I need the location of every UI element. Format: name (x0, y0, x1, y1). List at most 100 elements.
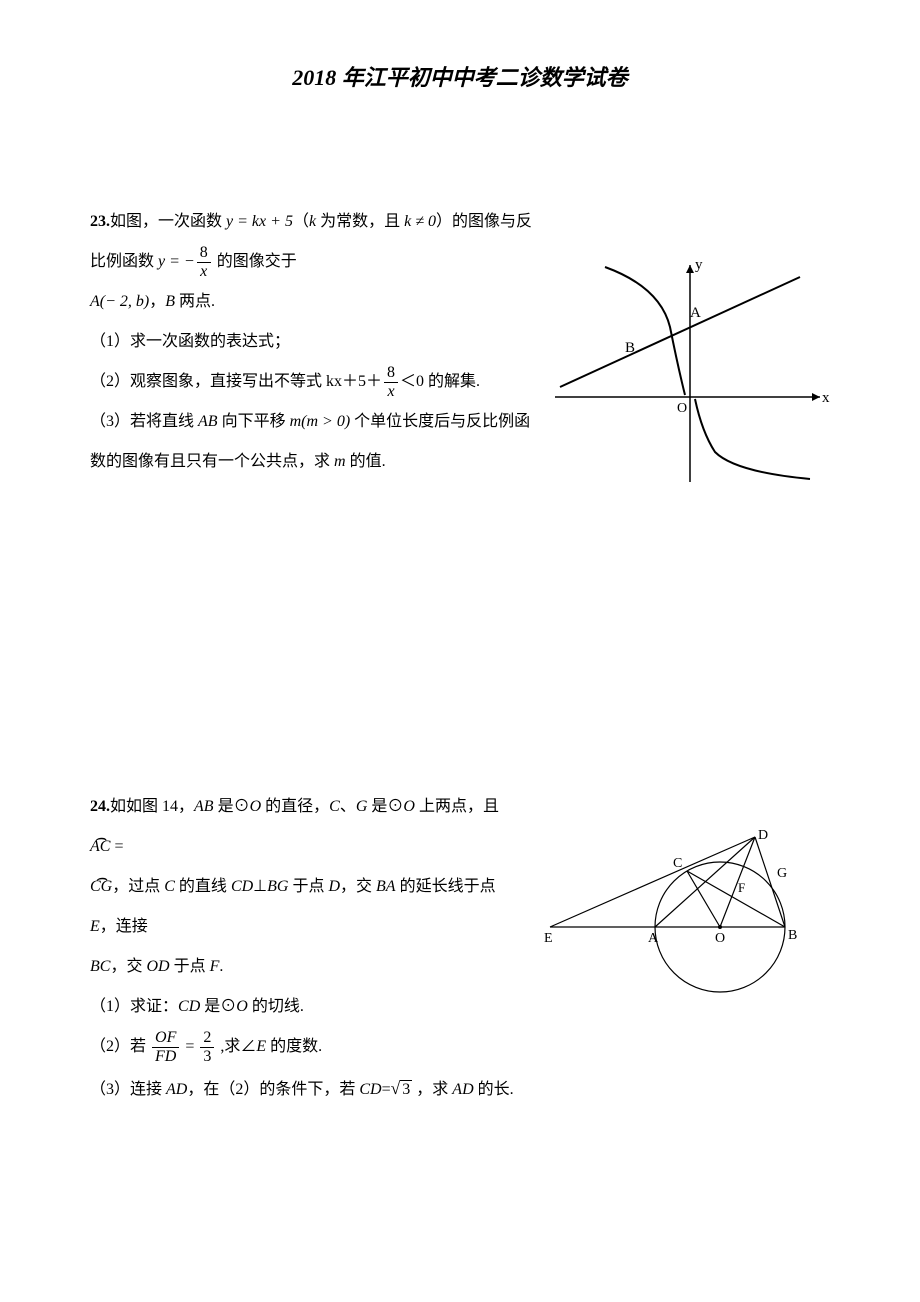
p24-C2: C (164, 878, 175, 895)
p24-q3: （3）连接 AD，在（2）的条件下，若 CD=3 ，求 AD 的长. (90, 1067, 515, 1111)
p24-q3-AD: AD (166, 1081, 187, 1098)
p24-q2: （2）若 OFFD = 23 ,求∠E 的度数. (90, 1027, 515, 1067)
p24-lbl-C: C (673, 856, 682, 871)
p24-t10: 的延长线于点 (396, 878, 496, 895)
p23-points: A(− 2, b)，B 两点. (90, 282, 540, 322)
p23-q3a: （3）若将直线 AB 向下平移 m(m > 0) 个单位长度后与反比例函 (90, 402, 540, 442)
p24-dot1: 、 (340, 798, 356, 815)
p24-graph: E A O B C D G F (530, 827, 830, 997)
p23-q2-num: 8 (384, 364, 398, 383)
p24-OD: OD (146, 958, 169, 975)
p23-t6: 两点. (175, 293, 215, 310)
p24-D: D (328, 878, 340, 895)
problem-23: 23.如图，一次函数 y = kx + 5（k 为常数，且 k ≠ 0）的图像与… (90, 202, 830, 487)
p24-O1: O (250, 798, 262, 815)
p23-eq2-eq: = − (165, 253, 195, 270)
p23-t3: 为常数，且 (316, 213, 404, 230)
p24-q2-1: （2）若 (90, 1038, 150, 1055)
p24-E: E (90, 918, 100, 935)
p23-Acoord: (− 2, b) (100, 293, 149, 310)
page-title: 2018 年江平初中中考二诊数学试卷 (90, 60, 830, 92)
p23-q2-2: ＜0 的解集. (400, 373, 480, 390)
p23-q2-1: （2）观察图象，直接写出不等式 kx＋5＋ (90, 373, 382, 390)
p24-q2-2t: ,求∠ (216, 1038, 256, 1055)
p23-t1: 如图，一次函数 (110, 213, 226, 230)
p23-B: B (165, 293, 175, 310)
p24-lbl-G: G (777, 866, 787, 881)
p24-line3: BC，交 OD 于点 F. (90, 947, 515, 987)
p23-neq0: ≠ 0 (411, 213, 436, 230)
p23-kvar: k (309, 213, 316, 230)
p24-t12: ，交 (110, 958, 146, 975)
p24-q3-1: （3）连接 (90, 1081, 166, 1098)
p24-t5: 上两点，且 (415, 798, 499, 815)
p24-t3: 的直径， (261, 798, 329, 815)
p23-q3-2: 向下平移 (218, 413, 290, 430)
p24-q3-3: ，求 (412, 1081, 452, 1098)
p23-q3-4: 数的图像有且只有一个公共点，求 (90, 453, 334, 470)
p24-lbl-D: D (758, 828, 768, 843)
p24-t2: 是⊙ (214, 798, 250, 815)
p23-q3-5: 的值. (346, 453, 386, 470)
p24-q3-4: 的长. (474, 1081, 514, 1098)
p24-BC: BC (90, 958, 110, 975)
p24-q1-CD: CD (178, 998, 200, 1015)
p24-lbl-A: A (648, 931, 659, 946)
p24-q1: （1）求证：CD 是⊙O 的切线. (90, 987, 515, 1027)
p23-q3-gt0: > 0) (318, 413, 350, 430)
p24-F: F (210, 958, 220, 975)
p23-frac1: 8x (197, 244, 211, 280)
p24-number: 24. (90, 798, 110, 815)
p24-lbl-F: F (738, 880, 745, 895)
p23-label-B: B (625, 340, 635, 356)
p24-q2-fracR: 23 (200, 1029, 214, 1065)
p23-eq1-5: + 5 (266, 213, 293, 230)
p24-BA: BA (376, 878, 396, 895)
p23-c1: ， (149, 293, 165, 310)
p24-lbl-O: O (715, 931, 725, 946)
problem-24: 24.如如图 14，AB 是⊙O 的直径，C、G 是⊙O 上两点，且 AC = … (90, 787, 830, 1111)
p24-q2-OF: OF (152, 1029, 179, 1048)
p23-q3-m2: m (306, 413, 318, 430)
p23-label-O: O (677, 401, 687, 416)
p23-q2: （2）观察图象，直接写出不等式 kx＋5＋8x＜0 的解集. (90, 362, 540, 402)
p24-CD: CD (231, 878, 253, 895)
p23-A: A (90, 293, 100, 310)
p23-frac1-den: x (197, 263, 211, 281)
p23-q3-3: 个单位长度后与反比例函 (350, 413, 530, 430)
p23-frac1-num: 8 (197, 244, 211, 263)
p24-q3-CD: CD (359, 1081, 381, 1098)
p23-q2-frac: 8x (384, 364, 398, 400)
p24-t8: 于点 (288, 878, 328, 895)
p24-sqrt: 3 (391, 1067, 413, 1111)
p24-lbl-B: B (788, 928, 797, 943)
p23-number: 23. (90, 213, 110, 230)
p23-q3-1: （3）若将直线 (90, 413, 198, 430)
p24-q3-eq: = (382, 1081, 391, 1098)
p23-q1: （1）求一次函数的表达式； (90, 322, 540, 362)
p24-q1-1: （1）求证： (90, 998, 178, 1015)
p24-q1-3: 的切线. (248, 998, 304, 1015)
p24-t11: ，连接 (100, 918, 148, 935)
p24-perp: ⊥ (253, 878, 267, 895)
p23-q3-AB: AB (198, 413, 218, 430)
p23-q3b: 数的图像有且只有一个公共点，求 m 的值. (90, 442, 540, 482)
p23-q3-m3: m (334, 453, 346, 470)
p24-q1-2: 是⊙ (200, 998, 236, 1015)
p24-C: C (329, 798, 340, 815)
p23-eq1-k: k (252, 213, 259, 230)
p24-t4: 是⊙ (367, 798, 403, 815)
p23-q2-den: x (384, 383, 398, 401)
p24-q3-2: ，在（2）的条件下，若 (187, 1081, 359, 1098)
p23-label-x: x (822, 390, 830, 406)
p24-arcCG: CG (90, 867, 112, 907)
p24-t9: ，交 (340, 878, 376, 895)
p24-q2-3n: 3 (200, 1048, 214, 1066)
p23-label-y: y (695, 257, 703, 273)
p24-t7: 的直线 (175, 878, 231, 895)
p24-AB: AB (194, 798, 214, 815)
p24-eqarc: = (110, 838, 123, 855)
p23-eq1-eq: = (233, 213, 252, 230)
p24-t1: 如如图 14， (110, 798, 194, 815)
p24-lbl-E: E (544, 931, 553, 946)
